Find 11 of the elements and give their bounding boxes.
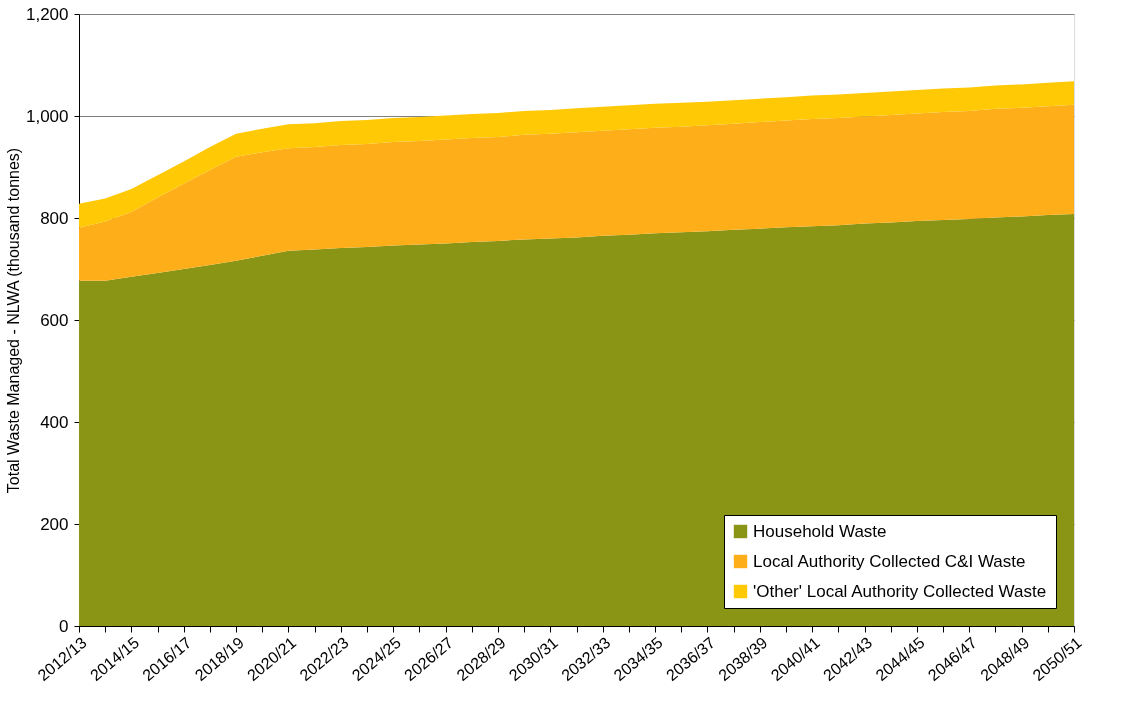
y-tick-label: 600 [40, 310, 69, 330]
legend-label: Local Authority Collected C&I Waste [753, 551, 1026, 571]
y-tick-label: 0 [59, 616, 69, 636]
y-tick-label: 800 [40, 208, 69, 228]
y-tick-label: 1,200 [25, 4, 69, 24]
y-tick-label: 1,000 [25, 106, 69, 126]
y-tick-label: 200 [40, 514, 69, 534]
legend-label: Household Waste [753, 521, 887, 541]
y-axis-title: Total Waste Managed - NLWA (thousand tonnes) [4, 147, 22, 494]
legend-label: 'Other' Local Authority Collected Waste [753, 581, 1047, 601]
y-tick-label: 400 [40, 412, 69, 432]
